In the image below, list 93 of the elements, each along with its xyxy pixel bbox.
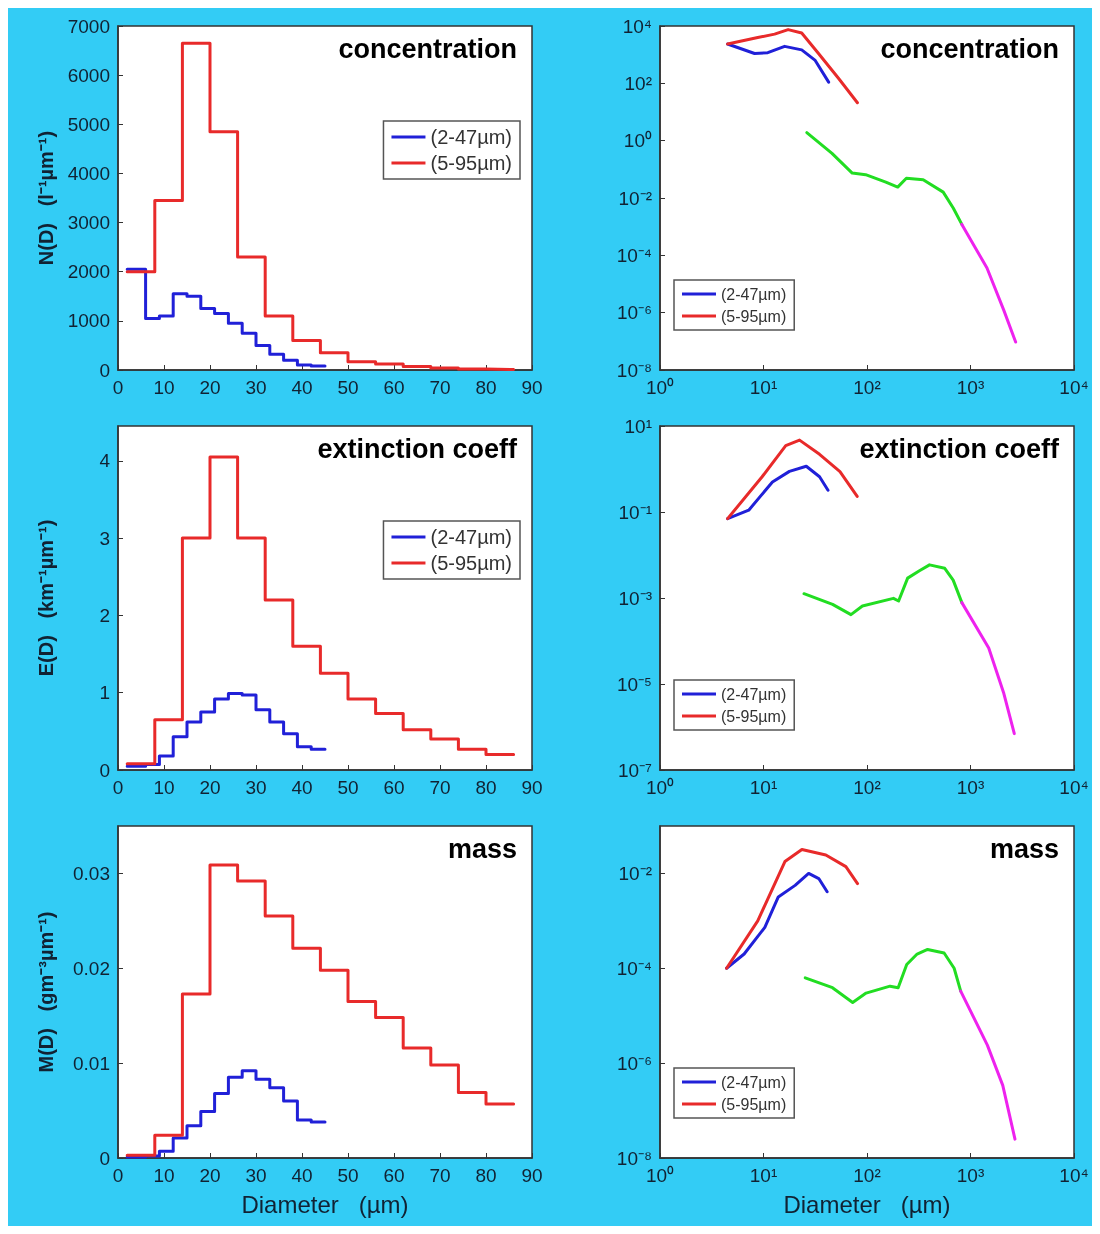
y-tick-label: 2 <box>99 604 110 626</box>
x-tick-label: 50 <box>337 1165 359 1186</box>
x-tick-label: 10³ <box>956 377 985 398</box>
x-tick-label: 20 <box>199 777 221 798</box>
y-axis-title: E(D) (km⁻¹µm⁻¹) <box>35 519 57 677</box>
y-tick-label: 10⁻⁵ <box>616 673 652 695</box>
legend-label: (2-47µm) <box>430 526 513 548</box>
y-tick-label: 10⁻¹ <box>618 501 652 523</box>
x-tick-label: 90 <box>521 777 543 798</box>
y-tick-label: 10⁻⁴ <box>616 957 652 979</box>
y-tick-label: 10⁻² <box>618 187 652 209</box>
y-tick-label: 10⁴ <box>622 15 652 37</box>
y-tick-label: 5000 <box>67 113 110 135</box>
x-tick-label: 70 <box>429 777 451 798</box>
x-tick-label: 10² <box>853 777 881 798</box>
y-tick-label: 10⁰ <box>623 130 652 152</box>
legend-label: (2-47µm) <box>721 285 787 303</box>
x-tick-label: 30 <box>245 777 267 798</box>
y-tick-label: 3000 <box>67 212 110 234</box>
x-tick-label: 10³ <box>956 1165 985 1186</box>
chart-title: mass <box>447 833 518 864</box>
y-tick-label: 0 <box>99 759 110 781</box>
x-tick-label: 0 <box>112 377 124 398</box>
x-tick-label: 10⁴ <box>1059 377 1089 398</box>
x-tick-label: 40 <box>291 1165 313 1186</box>
x-tick-label: 80 <box>475 1165 497 1186</box>
x-axis-title: Diameter (µm) <box>241 1190 409 1218</box>
x-tick-label: 60 <box>383 1165 405 1186</box>
y-tick-label: 6000 <box>67 64 110 86</box>
chart-title: mass <box>989 833 1060 864</box>
x-tick-label: 50 <box>337 377 359 398</box>
x-tick-label: 70 <box>429 1165 451 1186</box>
x-tick-label: 80 <box>475 377 497 398</box>
x-tick-label: 20 <box>199 377 221 398</box>
y-tick-label: 0 <box>99 1147 110 1169</box>
x-tick-label: 30 <box>245 1165 267 1186</box>
x-tick-label: 10² <box>853 1165 881 1186</box>
x-tick-label: 40 <box>291 777 313 798</box>
x-tick-label: 90 <box>521 377 543 398</box>
y-tick-label: 10⁻⁶ <box>617 1052 652 1074</box>
x-tick-label: 10⁴ <box>1059 1165 1089 1186</box>
x-tick-label: 0 <box>112 777 124 798</box>
chart-title: extinction coeff <box>859 433 1061 464</box>
y-tick-label: 10² <box>624 72 652 94</box>
x-tick-label: 70 <box>429 377 451 398</box>
y-tick-label: 3 <box>99 527 110 549</box>
y-tick-label: 10¹ <box>624 415 652 437</box>
x-tick-label: 10 <box>153 377 175 398</box>
chart-title: concentration <box>338 33 518 64</box>
x-tick-label: 90 <box>521 1165 543 1186</box>
y-tick-label: 4 <box>99 450 111 472</box>
legend-label: (2-47µm) <box>430 126 513 148</box>
y-tick-label: 7000 <box>67 15 110 37</box>
x-tick-label: 50 <box>337 777 359 798</box>
x-tick-label: 10¹ <box>749 777 778 798</box>
y-tick-label: 4000 <box>67 162 110 184</box>
y-tick-label: 10⁻⁴ <box>616 244 652 266</box>
legend-label: (5-95µm) <box>430 552 513 574</box>
x-tick-label: 60 <box>383 377 405 398</box>
x-tick-label: 10¹ <box>749 1165 778 1186</box>
x-tick-label: 10² <box>853 377 881 398</box>
y-tick-label: 2000 <box>67 261 110 283</box>
legend-label: (5-95µm) <box>721 1095 787 1113</box>
y-axis-title: M(D) (gm⁻³µm⁻¹) <box>35 911 57 1073</box>
y-tick-label: 0.02 <box>73 957 110 979</box>
x-tick-label: 10 <box>153 777 175 798</box>
y-tick-label: 0 <box>99 359 110 381</box>
x-tick-label: 10³ <box>956 777 985 798</box>
x-tick-label: 10 <box>153 1165 175 1186</box>
y-axis-title: N(D) (l⁻¹µm⁻¹) <box>35 130 57 266</box>
x-tick-label: 10⁴ <box>1059 777 1089 798</box>
y-tick-label: 10⁻⁶ <box>617 302 652 324</box>
legend-label: (2-47µm) <box>721 685 787 703</box>
y-tick-label: 1 <box>99 682 110 704</box>
y-tick-label: 10⁻³ <box>618 587 652 609</box>
y-tick-label: 0.03 <box>73 862 110 884</box>
y-tick-label: 0.01 <box>73 1052 110 1074</box>
x-axis-title: Diameter (µm) <box>783 1190 951 1218</box>
x-tick-label: 10¹ <box>749 377 778 398</box>
y-tick-label: 10⁻² <box>618 862 652 884</box>
x-tick-label: 30 <box>245 377 267 398</box>
legend-label: (5-95µm) <box>430 152 513 174</box>
legend-label: (5-95µm) <box>721 307 787 325</box>
legend-label: (2-47µm) <box>721 1073 787 1091</box>
y-tick-label: 1000 <box>67 310 110 332</box>
chart-title: concentration <box>880 33 1060 64</box>
x-tick-label: 60 <box>383 777 405 798</box>
x-tick-label: 0 <box>112 1165 124 1186</box>
x-tick-label: 80 <box>475 777 497 798</box>
chart-title: extinction coeff <box>317 433 519 464</box>
x-tick-label: 40 <box>291 377 313 398</box>
x-tick-label: 20 <box>199 1165 221 1186</box>
legend-label: (5-95µm) <box>721 707 787 725</box>
